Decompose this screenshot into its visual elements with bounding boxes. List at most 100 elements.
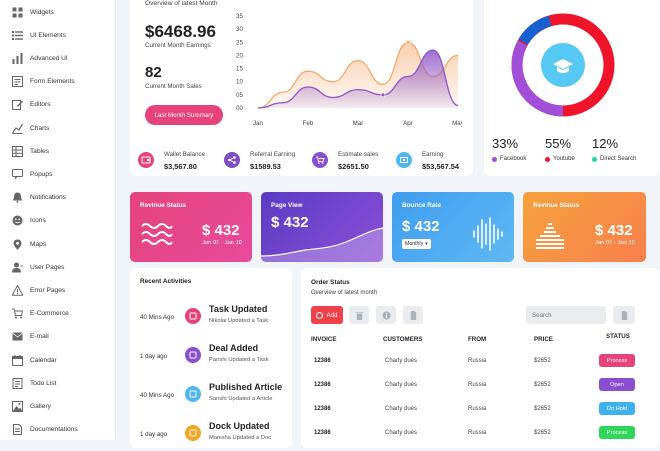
- sidebar-item-notifications[interactable]: Notifications: [0, 188, 116, 208]
- stat-value: $ 432: [271, 214, 309, 231]
- activity-subtitle: Manisha Updated a Doc: [209, 435, 272, 441]
- revenue-status-card: Revinue Status $ 432 Jan 01 - Jan 10: [130, 192, 252, 262]
- sidebar-item-editors[interactable]: Editors: [0, 95, 116, 115]
- status-badge[interactable]: Process: [599, 426, 635, 439]
- sidebar-item-calendar[interactable]: Calendar: [0, 350, 116, 370]
- bounce-rate-card: Bounce Rate $ 432 Monthly ▾: [392, 192, 514, 262]
- stat-title: Page View: [271, 202, 303, 209]
- sidebar-item-label: User Pages: [30, 263, 65, 271]
- status-badge[interactable]: On Hold: [599, 402, 635, 415]
- stat-title: Revinue Status: [533, 202, 580, 209]
- wallet-icon: [138, 152, 154, 168]
- sidebar-item-todo-list[interactable]: Todo List: [0, 373, 116, 393]
- sidebar-item-gallery[interactable]: Gallery: [0, 396, 116, 416]
- mini-stat-referral-earning: Referral Earning $1589.53: [224, 150, 306, 174]
- delete-button[interactable]: [349, 306, 369, 324]
- data-point-marker[interactable]: [380, 92, 386, 98]
- traffic-donut-chart: [511, 13, 615, 117]
- legend-label: Youtube: [553, 156, 575, 162]
- sidebar-item-maps[interactable]: Maps: [0, 234, 116, 254]
- gallery-icon: [12, 400, 23, 412]
- sidebar-item-popups[interactable]: Popups: [0, 164, 116, 184]
- waves-icon: [141, 223, 173, 245]
- donut-facebook-segment: [511, 13, 615, 117]
- sidebar-item-label: Documentations: [30, 426, 78, 434]
- sidebar-item-label: Popups: [30, 170, 53, 178]
- mini-stat-earning: Earning $53,567.54: [396, 150, 478, 174]
- activity-icon: [185, 308, 201, 324]
- activity-item[interactable]: 40 Mins Ago Task Updated Nikolai Updated a…: [140, 304, 290, 334]
- sidebar-item-e-commerce[interactable]: E-Commerce: [0, 304, 116, 324]
- warning-icon: [12, 284, 23, 296]
- file-button[interactable]: [403, 306, 423, 324]
- period-dropdown[interactable]: Monthly ▾: [402, 239, 431, 249]
- bell-icon: [12, 192, 23, 203]
- y-tick-label: 10: [236, 79, 243, 86]
- add-button-label: Add: [326, 311, 338, 319]
- mini-stat-wallet-balance: Wallet Balance $3,567.80: [138, 150, 220, 174]
- status-badge[interactable]: Process: [599, 354, 635, 367]
- stat-title: Bounce Rate: [402, 202, 442, 209]
- stat-value: $ 432: [402, 218, 440, 235]
- pin-icon: [12, 239, 23, 250]
- price-cell: $2652: [534, 358, 551, 364]
- legend-percent: 55%: [545, 136, 572, 151]
- sidebar-item-icons[interactable]: Icons: [0, 211, 116, 231]
- column-header-customers: CUSTOMERS: [383, 336, 423, 343]
- activity-subtitle: Panshi Updated a Task: [209, 357, 269, 363]
- legend-facebook: 33% Facebook: [492, 136, 554, 166]
- order-search-input[interactable]: [526, 306, 606, 324]
- form-icon: [12, 76, 23, 88]
- sidebar-item-label: UI Elements: [30, 31, 66, 39]
- sound-bars-icon: [473, 217, 503, 251]
- info-icon: [381, 310, 391, 320]
- legend-direct-search: 12% Direct Search: [592, 136, 654, 166]
- info-button[interactable]: [376, 306, 396, 324]
- stat-value: $ 432: [202, 222, 240, 239]
- activity-item[interactable]: 40 Mins Ago Published Article Sanshi Updat…: [140, 382, 290, 412]
- series-area-2: [258, 50, 458, 108]
- status-badge[interactable]: Open: [599, 378, 635, 391]
- sidebar-item-ui-elements[interactable]: UI Elements: [0, 25, 116, 45]
- earnings-area-chart: 35 30 25 20 15 10 05 00 Jan Feb Mar Apr May: [236, 13, 462, 127]
- mini-stat-value: $53,567.54: [422, 162, 459, 171]
- sidebar-item-advanced-ui[interactable]: Advanced UI: [0, 48, 116, 68]
- sidebar-item-error-pages[interactable]: Error Pages: [0, 280, 116, 300]
- data-point-marker[interactable]: [405, 39, 411, 45]
- y-tick-label: 15: [236, 66, 243, 73]
- sales-label: Current Month Sales: [145, 83, 202, 90]
- legend-dot: [545, 157, 550, 162]
- activity-time: 1 day ago: [140, 353, 168, 360]
- activity-item[interactable]: 1 day ago Deal Added Panshi Updated a Task: [140, 343, 290, 373]
- traffic-donut-card: [484, 0, 660, 176]
- sidebar-item-widgets[interactable]: Widgets: [0, 2, 116, 22]
- y-tick-label: 05: [236, 92, 243, 99]
- sidebar-item-documentations[interactable]: Documentations: [0, 420, 116, 440]
- sidebar-item-label: Maps: [30, 240, 47, 248]
- sidebar-item-tables[interactable]: Tables: [0, 141, 116, 161]
- sidebar-item-charts[interactable]: Charts: [0, 118, 116, 138]
- smile-icon: [12, 215, 23, 226]
- activity-title: Task Updated: [209, 304, 268, 314]
- mail-icon: [12, 331, 23, 342]
- graduation-cap-icon: [553, 59, 573, 73]
- activity-subtitle: Nikolai Updated a Task: [209, 318, 269, 324]
- area-wave-icon: [261, 227, 383, 262]
- sidebar-item-user-pages[interactable]: User Pages: [0, 257, 116, 277]
- column-header-from: FROM: [468, 336, 487, 343]
- activity-item[interactable]: 1 day ago Dock Updated Manisha Updated a D…: [140, 421, 290, 451]
- export-button[interactable]: [613, 306, 635, 324]
- sidebar-item-label: Gallery: [30, 402, 51, 410]
- order-status-subtitle: Overview of latest month: [311, 290, 378, 296]
- sidebar-item-e-mail[interactable]: E-mail: [0, 327, 116, 347]
- last-month-summary-button[interactable]: Last Month Summary: [145, 105, 223, 125]
- file-icon: [621, 310, 627, 320]
- price-cell: $2652: [534, 430, 551, 436]
- y-tick-label: 20: [236, 52, 243, 59]
- invoice-cell: 12386: [314, 430, 331, 436]
- sidebar-item-form-elements[interactable]: Form Elements: [0, 72, 116, 92]
- file-icon: [410, 310, 416, 320]
- y-tick-label: 00: [236, 105, 243, 112]
- earnings-value: $6468.96: [145, 22, 216, 41]
- add-order-button[interactable]: Add: [311, 306, 343, 324]
